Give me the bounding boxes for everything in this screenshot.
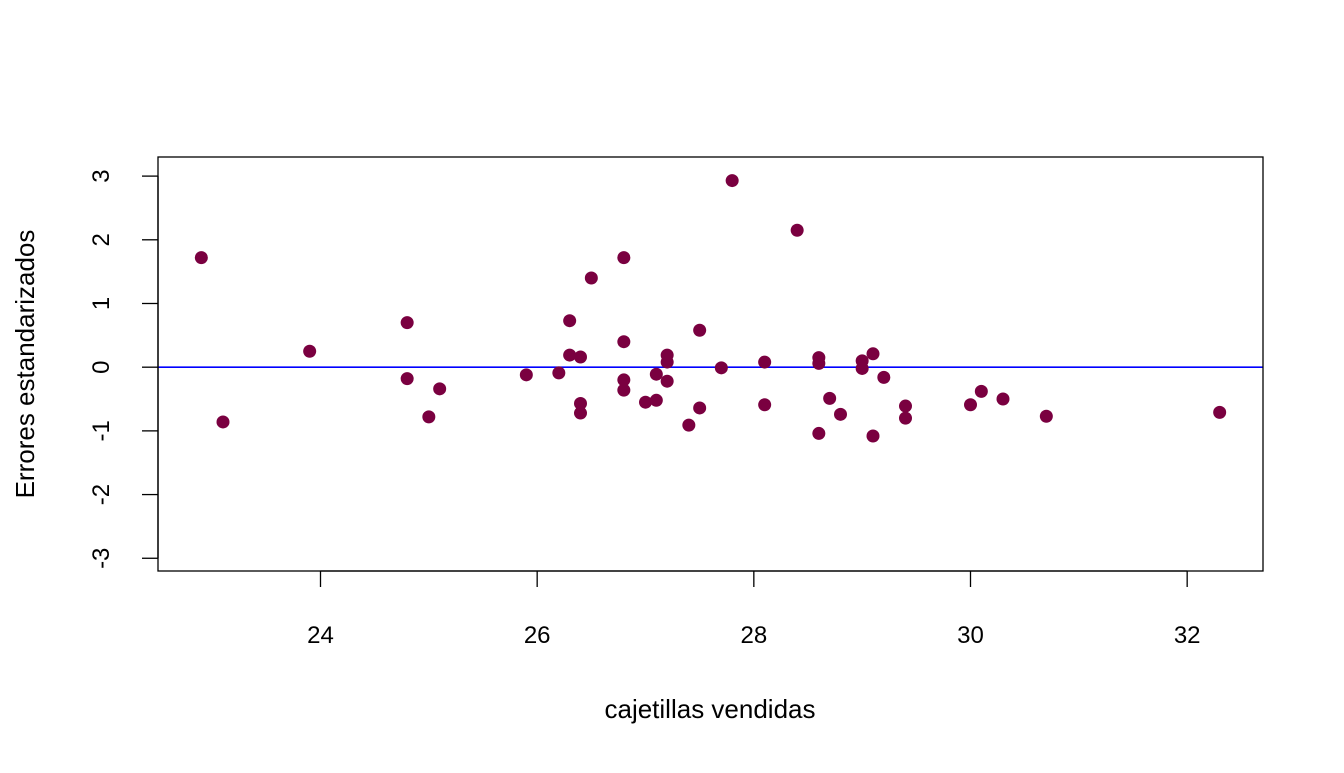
- data-point: [194, 251, 208, 265]
- y-axis: -3 -2 -1 0 1 2 3: [88, 169, 159, 569]
- data-point: [617, 335, 631, 349]
- data-point: [617, 383, 631, 397]
- data-point: [1039, 409, 1053, 423]
- data-point: [693, 401, 707, 415]
- data-point: [1213, 405, 1227, 419]
- data-point: [216, 415, 230, 429]
- data-point: [834, 407, 847, 421]
- data-points: [194, 174, 1227, 443]
- data-point: [812, 426, 826, 440]
- data-point: [422, 410, 436, 424]
- data-point: [574, 350, 587, 364]
- data-point: [617, 251, 631, 265]
- y-tick-label: -1: [88, 420, 115, 441]
- data-point: [866, 347, 880, 361]
- data-point: [899, 411, 912, 425]
- data-point: [400, 372, 414, 386]
- data-point: [790, 223, 804, 237]
- data-point: [964, 398, 977, 412]
- y-tick-label: -2: [88, 484, 115, 505]
- y-tick-label: 0: [88, 361, 115, 374]
- data-point: [693, 323, 707, 337]
- data-point: [866, 429, 880, 443]
- x-axis: 24 26 28 30 32: [307, 570, 1201, 649]
- y-tick-label: 2: [88, 233, 115, 246]
- x-axis-title: cajetillas vendidas: [604, 694, 815, 724]
- data-point: [682, 418, 696, 432]
- x-tick-label: 32: [1174, 622, 1201, 649]
- y-tick-label: -3: [88, 548, 115, 569]
- data-point: [996, 392, 1010, 406]
- data-point: [617, 373, 631, 387]
- x-tick-label: 30: [957, 622, 984, 649]
- data-point: [899, 399, 912, 413]
- data-point: [303, 344, 317, 358]
- y-tick-label: 3: [88, 169, 115, 182]
- data-point: [584, 271, 598, 285]
- data-point: [660, 374, 674, 388]
- data-point: [714, 361, 728, 375]
- data-point: [574, 406, 587, 420]
- data-point: [660, 355, 674, 369]
- data-point: [552, 366, 566, 380]
- data-point: [574, 396, 587, 410]
- data-point: [563, 314, 577, 328]
- y-tick-label: 1: [88, 297, 115, 310]
- data-point: [639, 395, 652, 409]
- data-point: [649, 393, 663, 407]
- data-point: [877, 370, 891, 384]
- data-point: [433, 382, 447, 396]
- x-tick-label: 28: [740, 622, 767, 649]
- x-tick-label: 24: [307, 622, 334, 649]
- data-point: [563, 348, 577, 362]
- data-point: [725, 174, 739, 188]
- data-point: [974, 384, 988, 398]
- data-point: [400, 316, 414, 330]
- data-point: [519, 368, 533, 382]
- data-point: [823, 391, 837, 405]
- data-point: [758, 355, 772, 369]
- x-tick-label: 26: [524, 622, 551, 649]
- y-axis-title: Errores estandarizados: [10, 230, 40, 499]
- data-point: [812, 356, 826, 370]
- data-point: [649, 367, 663, 381]
- data-point: [855, 361, 869, 375]
- data-point: [758, 398, 772, 412]
